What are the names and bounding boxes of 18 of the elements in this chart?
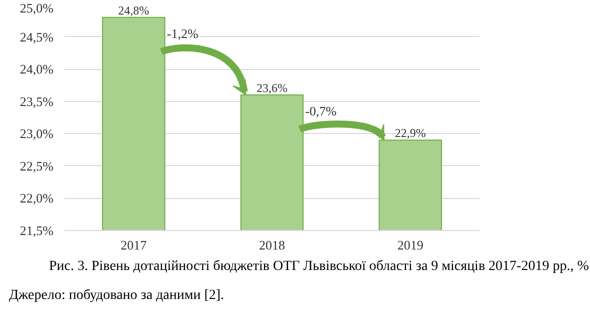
text: Джерело: побудовано за даними [2]. [9, 287, 224, 305]
y-tick-label: 23,5% [20, 94, 54, 109]
y-tick-label: 24,0% [20, 62, 54, 77]
data-label: 22,9% [394, 126, 426, 140]
text: Рис. 3. Рівень дотаційності бюджетів ОТГ Львівської області за 9 місяців 2017-2019 рр., % [49, 258, 589, 276]
y-tick-label: 23,0% [20, 126, 54, 142]
y-tick-label: 24,5% [20, 29, 54, 44]
data-label: 24,8% [118, 3, 150, 18]
x-tick-label: 2018 [259, 238, 285, 252]
data-label: 23,6% [256, 80, 288, 95]
y-tick-label: 22,5% [20, 158, 54, 174]
y-tick-label: 22,0% [20, 190, 54, 206]
annotation: -1,2% [166, 26, 198, 42]
y-tick-label: 25,0% [20, 0, 54, 16]
x-tick-label: 2017 [120, 238, 148, 252]
y-tick-label: 21,5% [20, 223, 54, 238]
x-tick-label: 2019 [397, 238, 424, 252]
annotation: -0,7% [305, 104, 337, 119]
